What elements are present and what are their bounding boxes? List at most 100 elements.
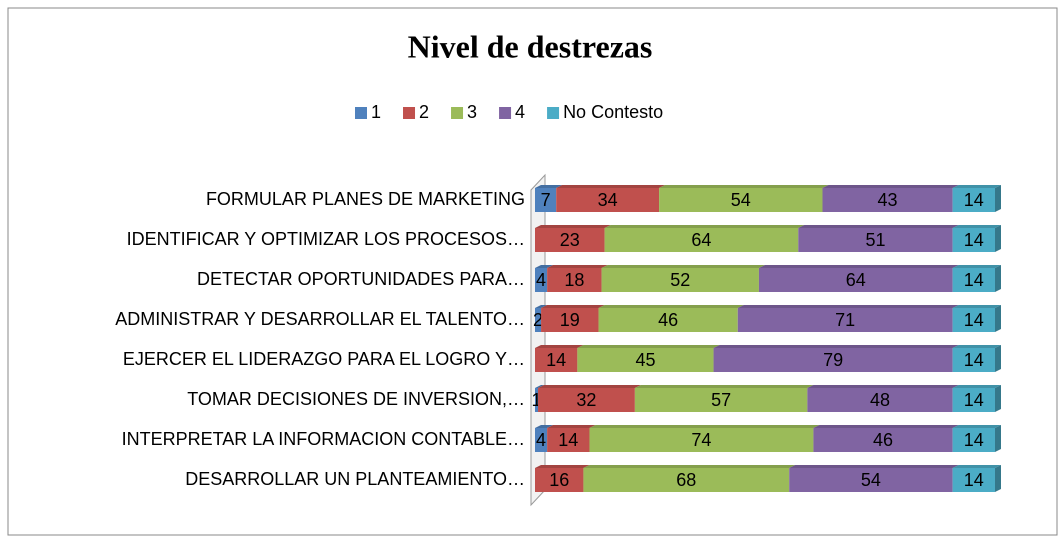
data-label: 68 xyxy=(676,470,696,490)
legend-label: 1 xyxy=(371,102,381,122)
bar xyxy=(798,228,953,252)
bar xyxy=(535,388,539,412)
data-label: 32 xyxy=(576,390,596,410)
data-label: 14 xyxy=(964,430,984,450)
bar xyxy=(547,428,590,452)
category-label: DETECTAR OPORTUNIDADES PARA… xyxy=(197,269,525,289)
bar-top xyxy=(952,305,1001,308)
bar xyxy=(952,428,995,452)
bar-top xyxy=(789,465,959,468)
data-label: 54 xyxy=(731,190,751,210)
category-label: INTERPRETAR LA INFORMACION CONTABLE… xyxy=(122,429,525,449)
bar xyxy=(952,388,995,412)
bar xyxy=(535,188,557,212)
data-label: 16 xyxy=(549,470,569,490)
data-label: 14 xyxy=(964,270,984,290)
legend-swatch xyxy=(499,107,512,119)
plot-wall xyxy=(530,173,546,507)
bar-top xyxy=(583,465,796,468)
bar xyxy=(758,268,953,292)
data-label: 14 xyxy=(964,390,984,410)
bar xyxy=(952,268,995,292)
bar-top xyxy=(813,425,959,428)
bar-side xyxy=(995,225,1001,252)
bar xyxy=(789,468,953,492)
data-label: 71 xyxy=(835,310,855,330)
bar xyxy=(535,348,578,372)
bar xyxy=(556,188,660,212)
bar xyxy=(589,428,814,452)
category-label: FORMULAR PLANES DE MARKETING xyxy=(206,189,525,209)
bar xyxy=(535,468,584,492)
bar-top xyxy=(713,345,959,348)
bar-top xyxy=(822,185,959,188)
bar xyxy=(535,308,542,332)
bar-top xyxy=(535,385,545,388)
legend-swatch xyxy=(451,107,464,119)
bar-top xyxy=(535,465,590,468)
bar xyxy=(604,228,799,252)
bar xyxy=(535,228,605,252)
bar xyxy=(952,468,995,492)
category-label: EJERCER EL LIDERAZGO PARA EL LOGRO Y… xyxy=(123,349,525,369)
bar-side xyxy=(995,185,1001,212)
bar-top xyxy=(535,225,611,228)
data-label: 14 xyxy=(964,470,984,490)
chart-title: Nivel de destrezas xyxy=(408,28,653,64)
bar-side xyxy=(995,305,1001,332)
bar-top xyxy=(798,225,959,228)
data-label: 52 xyxy=(670,270,690,290)
data-label: 14 xyxy=(558,430,578,450)
category-label: DESARROLLAR UN PLANTEAMIENTO… xyxy=(185,469,525,489)
category-label: TOMAR DECISIONES DE INVERSION,… xyxy=(187,389,525,409)
bar xyxy=(952,188,995,212)
data-label: 14 xyxy=(546,350,566,370)
bar-top xyxy=(952,385,1001,388)
legend-swatch xyxy=(355,107,367,119)
bar-top xyxy=(547,265,608,268)
bar-top xyxy=(535,305,548,308)
data-label: 2 xyxy=(533,310,543,330)
bar-top xyxy=(541,305,605,308)
bar xyxy=(737,308,953,332)
bar-top xyxy=(556,185,666,188)
bar xyxy=(601,268,759,292)
data-label: 46 xyxy=(658,310,678,330)
data-label: 64 xyxy=(846,270,866,290)
bar-side xyxy=(995,345,1001,372)
bar xyxy=(807,388,953,412)
bar xyxy=(598,308,738,332)
bar xyxy=(541,308,599,332)
data-label: 51 xyxy=(865,230,885,250)
bar xyxy=(952,228,995,252)
data-label: 34 xyxy=(598,190,618,210)
bar-top xyxy=(535,265,554,268)
bar-top xyxy=(952,265,1001,268)
bar-top xyxy=(758,265,959,268)
bar-side xyxy=(995,385,1001,412)
bar xyxy=(659,188,823,212)
bar-top xyxy=(952,185,1001,188)
legend-swatch xyxy=(547,107,560,119)
bar-side xyxy=(995,265,1001,292)
legend-swatch xyxy=(403,107,416,119)
data-label: 18 xyxy=(564,270,584,290)
data-label: 57 xyxy=(711,390,731,410)
category-label: ADMINISTRAR Y DESARROLLAR EL TALENTO… xyxy=(115,309,525,329)
bar-top xyxy=(604,225,805,228)
bar-top xyxy=(535,185,563,188)
data-label: 14 xyxy=(964,350,984,370)
bar xyxy=(535,268,548,292)
bar-top xyxy=(547,425,596,428)
bar-top xyxy=(598,305,744,308)
bar-top xyxy=(589,425,820,428)
bar xyxy=(577,348,714,372)
bar-top xyxy=(952,345,1001,348)
bar-top xyxy=(807,385,959,388)
bar xyxy=(538,388,635,412)
data-label: 43 xyxy=(878,190,898,210)
legend-label: 4 xyxy=(515,102,525,122)
bar xyxy=(822,188,953,212)
data-label: 4 xyxy=(536,270,546,290)
